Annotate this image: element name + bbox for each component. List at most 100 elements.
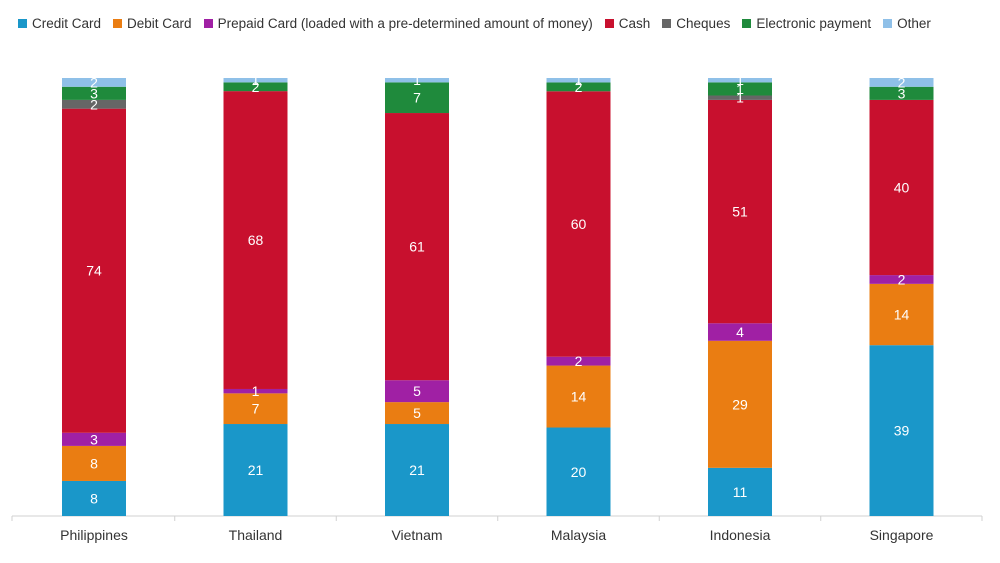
bar-segment-malaysia-cash <box>546 91 611 357</box>
legend-swatch <box>883 18 893 28</box>
data-label-indonesia-cash: 51 <box>732 204 748 220</box>
legend-label: Debit Card <box>127 15 192 31</box>
data-label-philippines-electronic-payment: 3 <box>90 85 98 101</box>
legend-swatch <box>742 18 752 28</box>
bar-segment-singapore-cash <box>869 99 934 276</box>
legend-item-cash: Cash <box>604 15 651 31</box>
legend-label: Prepaid Card (loaded with a pre-determin… <box>217 15 593 31</box>
category-label-vietnam: Vietnam <box>391 527 442 543</box>
bar-segment-philippines-credit-card <box>62 480 126 516</box>
bar-segment-philippines-cash <box>62 108 126 433</box>
bar-segment-philippines-electronic-payment <box>62 86 126 100</box>
data-label-indonesia-other: 1 <box>736 72 744 88</box>
category-label-thailand: Thailand <box>229 527 283 543</box>
data-label-malaysia-electronic-payment: 2 <box>575 79 583 95</box>
bar-segment-philippines-debit-card <box>62 445 126 481</box>
chart-legend: Credit Card Debit Card Prepaid Card (loade… <box>18 12 990 34</box>
bar-segment-indonesia-cash <box>708 99 772 324</box>
bar-segment-singapore-electronic-payment <box>869 86 934 100</box>
data-label-malaysia-credit-card: 20 <box>571 464 587 480</box>
data-label-philippines-cheques: 2 <box>90 96 98 112</box>
bar-segment-indonesia-electronic-payment <box>708 82 772 96</box>
bar-segment-malaysia-debit-card <box>546 365 611 428</box>
legend-label: Electronic payment <box>756 15 872 31</box>
x-axis-ticks <box>11 516 983 521</box>
data-label-thailand-prepaid-card: 1 <box>252 383 260 399</box>
bar-segment-indonesia-prepaid-card <box>708 323 772 341</box>
legend-swatch <box>113 18 123 28</box>
data-label-indonesia-cheques: 1 <box>736 90 744 106</box>
category-label-indonesia: Indonesia <box>710 527 771 543</box>
legend-swatch <box>18 18 27 28</box>
data-labels-group: 8837423221716821215561712014260211129451… <box>86 72 909 506</box>
data-label-thailand-electronic-payment: 2 <box>252 79 260 95</box>
legend-swatch <box>203 18 213 28</box>
bar-segment-singapore-credit-card <box>869 345 934 516</box>
legend-swatch <box>604 18 614 28</box>
bar-segment-vietnam-cash <box>385 113 449 381</box>
bar-segment-singapore-other <box>869 78 934 87</box>
bar-segment-philippines-cheques <box>62 99 126 109</box>
bar-segment-indonesia-cheques <box>708 95 772 100</box>
data-label-indonesia-credit-card: 11 <box>733 484 748 500</box>
data-label-philippines-credit-card: 8 <box>90 490 98 506</box>
bar-segment-indonesia-debit-card <box>708 340 772 468</box>
bar-segment-singapore-debit-card <box>869 283 934 346</box>
bar-segment-thailand-debit-card <box>223 393 288 425</box>
data-label-singapore-prepaid-card: 2 <box>898 271 906 287</box>
legend-label: Other <box>897 15 931 31</box>
bar-segment-thailand-prepaid-card <box>223 388 288 394</box>
legend-label: Cheques <box>676 15 731 31</box>
legend-item-electronic-payment: Electronic payment <box>742 16 871 31</box>
bar-segment-malaysia-prepaid-card <box>546 356 611 366</box>
bar-segment-vietnam-debit-card <box>385 402 449 425</box>
bar-segment-philippines-other <box>62 78 126 87</box>
data-label-indonesia-prepaid-card: 4 <box>736 324 744 340</box>
bar-segment-thailand-other <box>223 78 288 83</box>
data-label-philippines-other: 2 <box>90 74 98 90</box>
bar-segment-vietnam-electronic-payment <box>385 82 449 114</box>
data-label-malaysia-debit-card: 14 <box>571 389 587 405</box>
bar-segment-malaysia-credit-card <box>546 427 611 516</box>
data-label-indonesia-electronic-payment: 1 <box>736 81 744 97</box>
data-label-malaysia-prepaid-card: 2 <box>575 353 583 369</box>
legend-swatch <box>662 18 672 28</box>
bar-segment-vietnam-prepaid-card <box>385 380 449 403</box>
bars-group <box>62 78 934 516</box>
legend-label: Credit Card <box>32 15 102 31</box>
data-label-singapore-debit-card: 14 <box>894 307 910 323</box>
data-label-malaysia-cash: 60 <box>571 216 587 232</box>
bar-segment-thailand-cash <box>223 91 288 389</box>
data-label-vietnam-prepaid-card: 5 <box>413 383 421 399</box>
data-label-philippines-debit-card: 8 <box>90 455 98 471</box>
data-label-vietnam-credit-card: 21 <box>409 462 425 478</box>
data-label-singapore-credit-card: 39 <box>894 423 910 439</box>
data-label-vietnam-cash: 61 <box>409 239 425 255</box>
data-label-thailand-debit-card: 7 <box>252 401 260 417</box>
bar-segment-thailand-credit-card <box>223 424 288 516</box>
data-label-philippines-prepaid-card: 3 <box>90 431 98 447</box>
data-label-singapore-other: 2 <box>898 74 906 90</box>
legend-item-cheques: Cheques <box>662 16 730 31</box>
bar-segment-indonesia-other <box>708 78 772 83</box>
bar-segment-singapore-prepaid-card <box>869 275 934 284</box>
data-label-thailand-other: 1 <box>252 72 260 88</box>
data-label-indonesia-debit-card: 29 <box>732 396 748 412</box>
legend-item-other: Other <box>883 16 931 31</box>
bar-segment-vietnam-other <box>385 78 449 83</box>
category-label-singapore: Singapore <box>870 527 934 543</box>
data-label-singapore-cash: 40 <box>894 180 910 196</box>
bar-segment-indonesia-credit-card <box>708 467 772 516</box>
bar-segment-vietnam-credit-card <box>385 424 449 516</box>
legend-label: Cash <box>618 15 651 31</box>
data-label-vietnam-electronic-payment: 7 <box>413 90 421 106</box>
data-label-malaysia-other: 1 <box>575 72 583 88</box>
data-label-vietnam-other: 1 <box>413 72 421 88</box>
bar-segment-malaysia-other <box>546 78 611 83</box>
category-label-philippines: Philippines <box>60 527 128 543</box>
data-label-thailand-credit-card: 21 <box>248 462 264 478</box>
legend-item-credit-card: Credit Card <box>18 16 101 31</box>
legend-item-prepaid-card: Prepaid Card (loaded with a pre-determin… <box>203 15 593 31</box>
legend-item-debit-card: Debit Card <box>113 16 192 31</box>
